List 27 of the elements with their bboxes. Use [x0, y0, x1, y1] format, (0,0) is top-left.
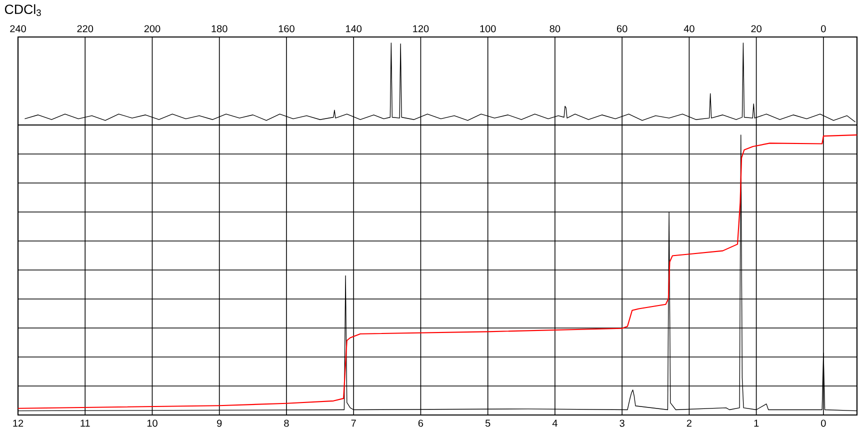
x-tick-label: 240 — [10, 25, 26, 32]
x-tick-label: 140 — [346, 25, 362, 32]
x-tick-label: 3 — [620, 420, 624, 427]
x-tick-label: 10 — [147, 420, 158, 427]
x-tick-label: 120 — [413, 25, 429, 32]
x-tick-label: 1 — [754, 420, 759, 427]
x-tick-label: 8 — [284, 420, 289, 427]
x-tick-label: 9 — [217, 420, 222, 427]
x-tick-label: 0 — [821, 25, 826, 32]
x-tick-label: 20 — [751, 25, 762, 32]
x-tick-label: 60 — [617, 25, 628, 32]
x-tick-label: 6 — [418, 420, 424, 427]
x-tick-label: 12 — [13, 420, 24, 427]
x-tick-label: 7 — [351, 420, 356, 427]
x-tick-label: 200 — [144, 25, 160, 32]
x-tick-label: 180 — [212, 25, 228, 32]
x-tick-label: 11 — [80, 420, 90, 427]
x-tick-label: 100 — [480, 25, 496, 32]
x-tick-label: 0 — [821, 420, 826, 427]
x-tick-label: 2 — [686, 420, 692, 427]
x-tick-label: 220 — [77, 25, 94, 32]
x-tick-label: 160 — [278, 25, 294, 32]
x-tick-label: 80 — [550, 25, 560, 32]
x-tick-label: 4 — [552, 420, 558, 427]
text: CDCl$_{3}$ — [4, 4, 41, 16]
x-tick-label: 5 — [485, 420, 490, 427]
x-tick-label: 40 — [684, 25, 694, 32]
